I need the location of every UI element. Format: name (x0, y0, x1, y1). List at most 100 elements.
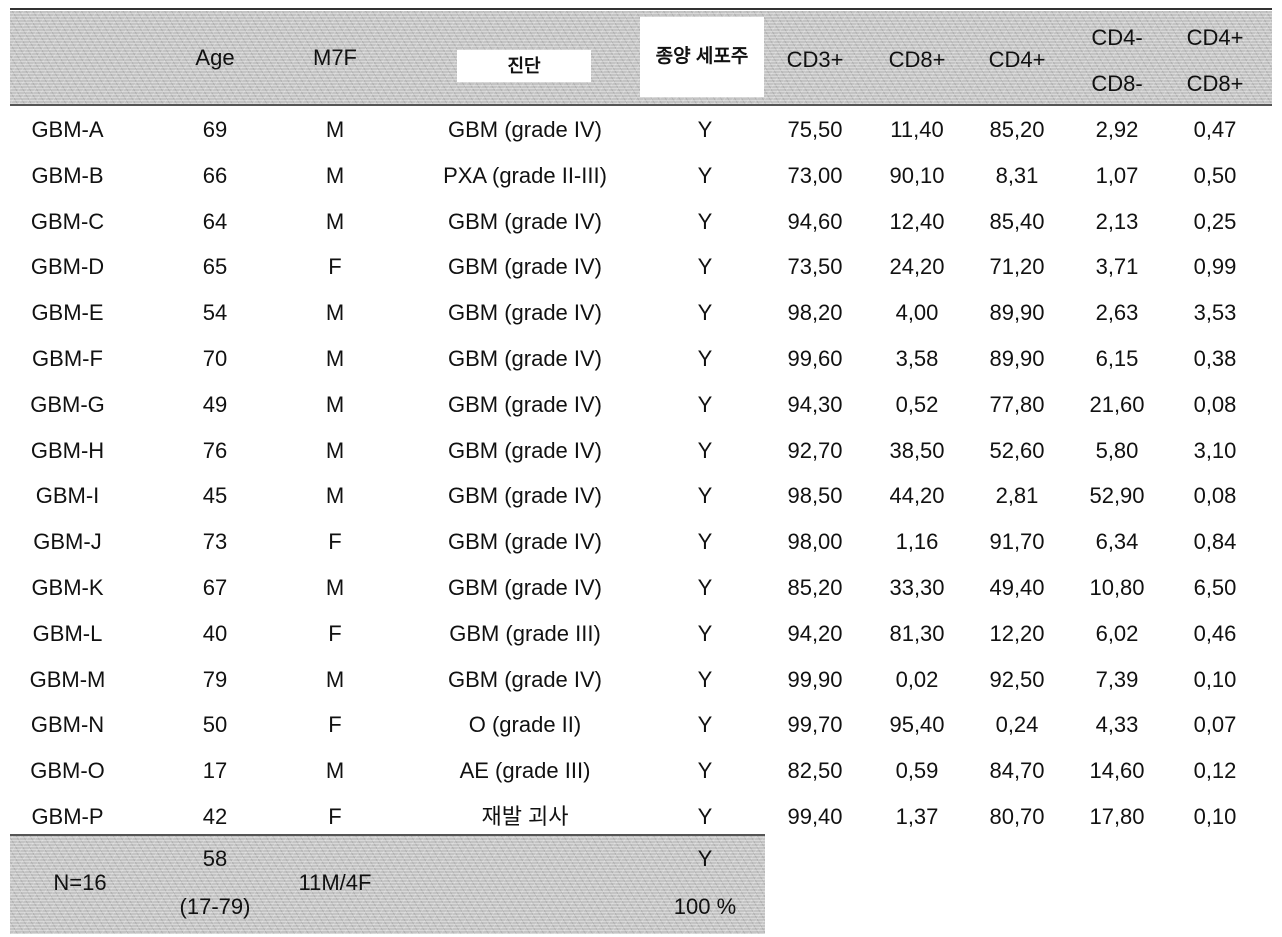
cell-id: GBM-I (10, 473, 125, 519)
cell-cd4: 71,20 (972, 244, 1062, 290)
cell-cd4pos-cd8pos: 0,08 (1170, 473, 1260, 519)
cell-cd4pos-cd8pos: 0,50 (1170, 153, 1260, 199)
cell-diagnosis: GBM (grade IV) (405, 199, 645, 245)
cell-diagnosis: GBM (grade IV) (405, 519, 645, 565)
cell-id: GBM-M (10, 657, 125, 703)
table-row: GBM-C64MGBM (grade IV)Y94,6012,4085,402,… (10, 199, 1272, 245)
cell-cd4pos-cd8pos: 0,10 (1170, 794, 1260, 840)
cell-sex: M (290, 748, 380, 794)
cell-age: 76 (170, 428, 260, 474)
cell-cd4: 91,70 (972, 519, 1062, 565)
cell-age: 45 (170, 473, 260, 519)
table-row: GBM-M79MGBM (grade IV)Y99,900,0292,507,3… (10, 657, 1272, 703)
summary-cell-line-pct: 100 % (650, 894, 760, 920)
cell-diagnosis: AE (grade III) (405, 748, 645, 794)
cell-sex: M (290, 428, 380, 474)
cell-age: 65 (170, 244, 260, 290)
cell-cd4: 84,70 (972, 748, 1062, 794)
cell-id: GBM-C (10, 199, 125, 245)
table-row: GBM-O17MAE (grade III)Y82,500,5984,7014,… (10, 748, 1272, 794)
cell-cd8: 1,37 (872, 794, 962, 840)
cell-sex: M (290, 473, 380, 519)
cell-diagnosis: O (grade II) (405, 702, 645, 748)
cell-cd4pos-cd8pos: 6,50 (1170, 565, 1260, 611)
cell-cd3: 94,30 (770, 382, 860, 428)
header-sex: M7F (290, 45, 380, 71)
cell-age: 69 (170, 107, 260, 153)
table-row: GBM-A69MGBM (grade IV)Y75,5011,4085,202,… (10, 107, 1272, 153)
cell-age: 64 (170, 199, 260, 245)
cell-id: GBM-F (10, 336, 125, 382)
cell-cd3: 73,50 (770, 244, 860, 290)
cell-cd3: 98,00 (770, 519, 860, 565)
cell-sex: M (290, 657, 380, 703)
cell-age: 54 (170, 290, 260, 336)
cell-tumor-cell-line: Y (660, 382, 750, 428)
cell-cd4neg-cd8neg: 2,92 (1072, 107, 1162, 153)
cell-tumor-cell-line: Y (660, 702, 750, 748)
cell-cd3: 94,20 (770, 611, 860, 657)
cell-cd4pos-cd8pos: 0,38 (1170, 336, 1260, 382)
cell-cd3: 94,60 (770, 199, 860, 245)
table-row: GBM-N50FO (grade II)Y99,7095,400,244,330… (10, 702, 1272, 748)
cell-id: GBM-A (10, 107, 125, 153)
cell-cd8: 95,40 (872, 702, 962, 748)
cell-cd4neg-cd8neg: 1,07 (1072, 153, 1162, 199)
cell-cd8: 0,59 (872, 748, 962, 794)
cell-id: GBM-B (10, 153, 125, 199)
table-row: GBM-I45MGBM (grade IV)Y98,5044,202,8152,… (10, 473, 1272, 519)
cell-age: 49 (170, 382, 260, 428)
cell-cd3: 99,90 (770, 657, 860, 703)
cell-cd4pos-cd8pos: 0,10 (1170, 657, 1260, 703)
header-cd8: CD8+ (872, 47, 962, 73)
summary-age-range: (17-79) (160, 894, 270, 920)
cell-cd4neg-cd8neg: 5,80 (1072, 428, 1162, 474)
cell-sex: F (290, 702, 380, 748)
cell-cd8: 11,40 (872, 107, 962, 153)
header-tumor-cell-line: 종양 세포주 (640, 17, 764, 97)
table-row: GBM-G49MGBM (grade IV)Y94,300,5277,8021,… (10, 382, 1272, 428)
cell-cd3: 98,20 (770, 290, 860, 336)
cell-cd4pos-cd8pos: 3,53 (1170, 290, 1260, 336)
cell-cd4neg-cd8neg: 7,39 (1072, 657, 1162, 703)
cell-cd8: 81,30 (872, 611, 962, 657)
summary-age-median: 58 (170, 846, 260, 872)
cell-diagnosis: PXA (grade II-III) (405, 153, 645, 199)
cell-cd4neg-cd8neg: 6,02 (1072, 611, 1162, 657)
cell-cd4pos-cd8pos: 3,10 (1170, 428, 1260, 474)
cell-sex: M (290, 199, 380, 245)
cell-sex: M (290, 107, 380, 153)
table-row: GBM-J73FGBM (grade IV)Y98,001,1691,706,3… (10, 519, 1272, 565)
cell-cd4: 85,20 (972, 107, 1062, 153)
cell-cd4neg-cd8neg: 2,63 (1072, 290, 1162, 336)
cell-sex: M (290, 382, 380, 428)
cell-tumor-cell-line: Y (660, 611, 750, 657)
cell-cd4: 12,20 (972, 611, 1062, 657)
cell-cd4pos-cd8pos: 0,12 (1170, 748, 1260, 794)
table-row: GBM-K67MGBM (grade IV)Y85,2033,3049,4010… (10, 565, 1272, 611)
cell-cd8: 44,20 (872, 473, 962, 519)
cell-id: GBM-L (10, 611, 125, 657)
cell-id: GBM-H (10, 428, 125, 474)
cell-tumor-cell-line: Y (660, 428, 750, 474)
cell-cd4: 0,24 (972, 702, 1062, 748)
cell-cd4: 8,31 (972, 153, 1062, 199)
cell-sex: M (290, 336, 380, 382)
table-row: GBM-L40FGBM (grade III)Y94,2081,3012,206… (10, 611, 1272, 657)
cell-cd3: 99,70 (770, 702, 860, 748)
cell-cd8: 4,00 (872, 290, 962, 336)
cell-tumor-cell-line: Y (660, 244, 750, 290)
cell-cd3: 82,50 (770, 748, 860, 794)
cell-sex: F (290, 611, 380, 657)
cell-tumor-cell-line: Y (660, 473, 750, 519)
cell-diagnosis: GBM (grade IV) (405, 336, 645, 382)
summary-n: N=16 (25, 870, 135, 896)
cell-cd4: 52,60 (972, 428, 1062, 474)
cell-sex: M (290, 290, 380, 336)
cell-tumor-cell-line: Y (660, 153, 750, 199)
cell-cd3: 85,20 (770, 565, 860, 611)
cell-diagnosis: GBM (grade III) (405, 611, 645, 657)
cell-cd4pos-cd8pos: 0,99 (1170, 244, 1260, 290)
cell-diagnosis: GBM (grade IV) (405, 473, 645, 519)
cell-cd4pos-cd8pos: 0,47 (1170, 107, 1260, 153)
